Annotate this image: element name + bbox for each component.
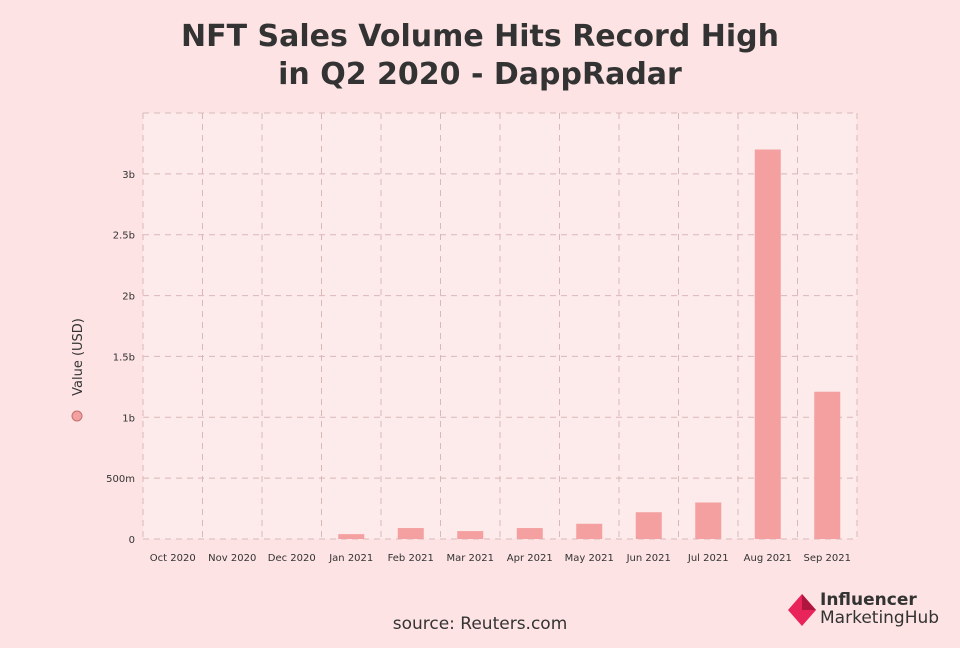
x-tick-label: Nov 2020 xyxy=(208,553,256,564)
bar xyxy=(814,391,841,539)
y-tick-label: 500m xyxy=(106,474,135,485)
logo-text-line-2: MarketingHub xyxy=(820,608,940,628)
y-tick-label: 3b xyxy=(122,170,135,181)
y-tick-label: 1b xyxy=(122,413,135,424)
source-caption: source: Reuters.com xyxy=(392,614,568,634)
chart-title-line-2: in Q2 2020 - DappRadar xyxy=(278,57,682,92)
x-tick-label: Dec 2020 xyxy=(268,553,316,564)
x-tick-label: Jul 2021 xyxy=(687,553,729,564)
bar xyxy=(457,531,484,539)
chart-title-line-1: NFT Sales Volume Hits Record High xyxy=(181,19,779,54)
y-tick-label: 1.5b xyxy=(113,352,135,363)
x-tick-label: Oct 2020 xyxy=(150,553,196,564)
x-tick-label: Sep 2021 xyxy=(804,553,851,564)
bar xyxy=(516,528,543,539)
y-tick-label: 2.5b xyxy=(113,231,135,242)
y-axis-label: Value (USD) xyxy=(71,318,86,396)
x-tick-label: Feb 2021 xyxy=(388,553,434,564)
logo-text-line-1: Influencer xyxy=(820,590,917,610)
x-tick-label: Mar 2021 xyxy=(447,553,495,564)
legend-marker xyxy=(71,410,83,422)
x-tick-label: Jun 2021 xyxy=(626,553,671,564)
bar xyxy=(695,502,722,539)
bar xyxy=(397,528,424,539)
bar xyxy=(338,534,365,539)
x-tick-label: Jan 2021 xyxy=(328,553,373,564)
bar xyxy=(635,512,662,539)
x-tick-label: Aug 2021 xyxy=(744,553,792,564)
y-tick-label: 0 xyxy=(129,535,135,546)
x-tick-label: May 2021 xyxy=(565,553,614,564)
logo-mark-icon xyxy=(788,594,816,626)
bar xyxy=(576,523,603,539)
bar xyxy=(754,149,781,539)
chart-title: NFT Sales Volume Hits Record High in Q2 … xyxy=(0,18,960,94)
y-tick-label: 2b xyxy=(122,292,135,303)
x-tick-label: Apr 2021 xyxy=(507,553,553,564)
influencer-marketinghub-logo: Influencer MarketingHub xyxy=(788,590,958,630)
